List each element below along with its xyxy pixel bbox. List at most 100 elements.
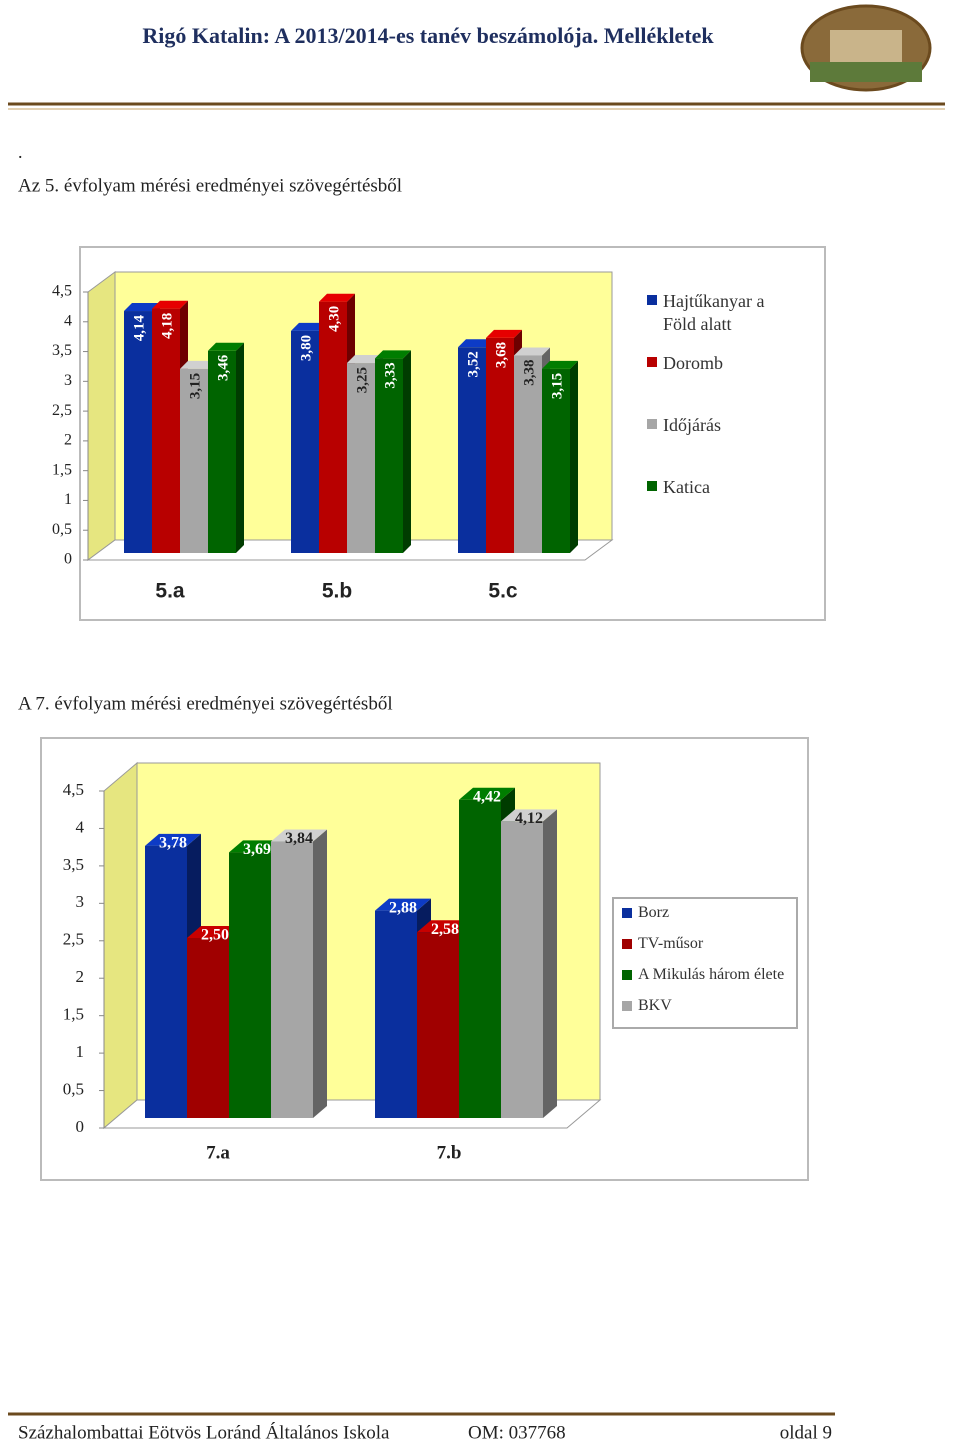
legend-swatch (622, 939, 632, 949)
value-label: 4,30 (326, 306, 342, 332)
bar-front (375, 910, 417, 1118)
bar-side (543, 809, 557, 1118)
bar-front (347, 363, 375, 553)
bar-top (514, 347, 550, 356)
y-tick-label: 1,5 (52, 461, 72, 478)
value-label: 3,38 (521, 359, 537, 385)
bar-top (152, 300, 188, 309)
legend-swatch (647, 357, 657, 367)
logo-building (830, 30, 902, 64)
bar-top (124, 303, 160, 312)
x-tick-label: 5.c (488, 580, 518, 603)
bar-top (458, 339, 494, 348)
value-label: 3,68 (493, 342, 509, 368)
chart: 0 0,5 1 1,5 2 2,5 3 3,5 4 4,5 7.a 3,78 2,50 3,69 3,84 7… (63, 761, 602, 1163)
value-label: 2,88 (389, 899, 417, 916)
y-tick-label: 4 (76, 817, 85, 836)
side-wall (103, 761, 138, 1130)
bar-front (542, 368, 570, 553)
value-label: 3,80 (298, 335, 314, 361)
legend-item: Időjárás (647, 414, 721, 437)
chart: 0 0,5 1 1,5 2 2,5 3 3,5 4 4,5 5.a 4,14 4,18 3,15 3,46 5… (52, 271, 614, 603)
legend-item: Katica (647, 476, 710, 499)
bar-top (486, 329, 522, 338)
value-label: 4,12 (515, 810, 543, 827)
value-label: 2,50 (201, 927, 229, 944)
value-label: 2,58 (431, 921, 459, 938)
legend-swatch (622, 1001, 632, 1011)
bar (501, 809, 557, 1118)
y-tick-label: 0,5 (52, 521, 72, 538)
bar-top (271, 829, 327, 842)
legend-item: Hajtűkanyar a Föld alatt (647, 290, 797, 337)
y-tick-label: 1 (76, 1042, 85, 1061)
legend: Borz TV-műsor A Mikulás három élete BKV (612, 897, 798, 1029)
bar-top (542, 360, 578, 369)
value-label: 3,84 (285, 830, 313, 847)
legend-item: Borz (622, 903, 669, 924)
bar-top (459, 787, 515, 800)
bar-front (486, 337, 514, 553)
dot: . (18, 142, 23, 162)
bar-front (417, 932, 459, 1118)
bar (208, 342, 244, 553)
x-tick-label: 7.b (437, 1142, 462, 1163)
value-label: 3,46 (215, 354, 231, 381)
bar-front (180, 368, 208, 553)
value-label: 3,15 (549, 373, 565, 399)
y-tick-label: 3 (64, 372, 72, 389)
legend-label: TV-műsor (638, 935, 704, 952)
footer-school: Százhalombattai Eötvös Loránd Általános … (18, 1421, 390, 1443)
bar-front (514, 355, 542, 553)
bar (375, 350, 411, 553)
legend-label: Borz (638, 904, 670, 921)
bar-top (291, 322, 327, 331)
legend-swatch (647, 481, 657, 491)
bar-front (208, 350, 236, 553)
bar-top (375, 898, 431, 911)
legend-label: A Mikulás három élete (638, 966, 785, 983)
section-title: Az 5. évfolyam mérési eredményei szövegé… (18, 175, 402, 196)
y-tick-label: 3 (76, 892, 85, 911)
legend-item: TV-műsor (622, 934, 703, 955)
y-tick-label: 2,5 (52, 402, 72, 419)
bar-front (458, 347, 486, 553)
bar-front (152, 308, 180, 553)
x-tick-label: 5.b (322, 580, 352, 603)
legend: Hajtűkanyar a Föld alatt Doromb Időjárás Ka… (647, 290, 797, 538)
bar-top (208, 342, 244, 351)
y-tick-label: 2,5 (63, 930, 84, 949)
y-tick-label: 4,5 (63, 780, 84, 799)
bar-front (229, 852, 271, 1118)
value-label: 3,15 (187, 373, 203, 399)
bar-side (313, 829, 327, 1118)
value-label: 3,25 (354, 367, 370, 393)
legend-label: Doromb (663, 353, 723, 373)
bar-top (347, 355, 383, 364)
legend-swatch (622, 970, 632, 980)
x-tick-label: 5.a (155, 580, 185, 603)
bar-front (319, 301, 347, 553)
y-tick-label: 2 (76, 967, 85, 986)
header-title: Rigó Katalin: A 2013/2014-es tanév beszá… (142, 23, 714, 48)
y-tick-label: 4 (64, 312, 72, 329)
y-tick-label: 3,5 (63, 855, 84, 874)
bar-front (124, 311, 152, 553)
bar-side (403, 350, 411, 553)
legend-swatch (622, 908, 632, 918)
y-tick-label: 0 (76, 1117, 85, 1136)
y-tick-label: 3,5 (52, 342, 72, 359)
bar-side (236, 342, 244, 553)
bar (542, 360, 578, 553)
bar-front (291, 330, 319, 553)
y-tick-label: 0,5 (63, 1079, 84, 1098)
bar (271, 829, 327, 1118)
value-label: 3,52 (465, 351, 481, 377)
value-label: 3,78 (159, 835, 187, 852)
legend-label: BKV (638, 997, 672, 1014)
y-tick-label: 1 (64, 491, 72, 508)
legend-label: Időjárás (663, 415, 721, 435)
legend-item: Doromb (647, 352, 723, 375)
